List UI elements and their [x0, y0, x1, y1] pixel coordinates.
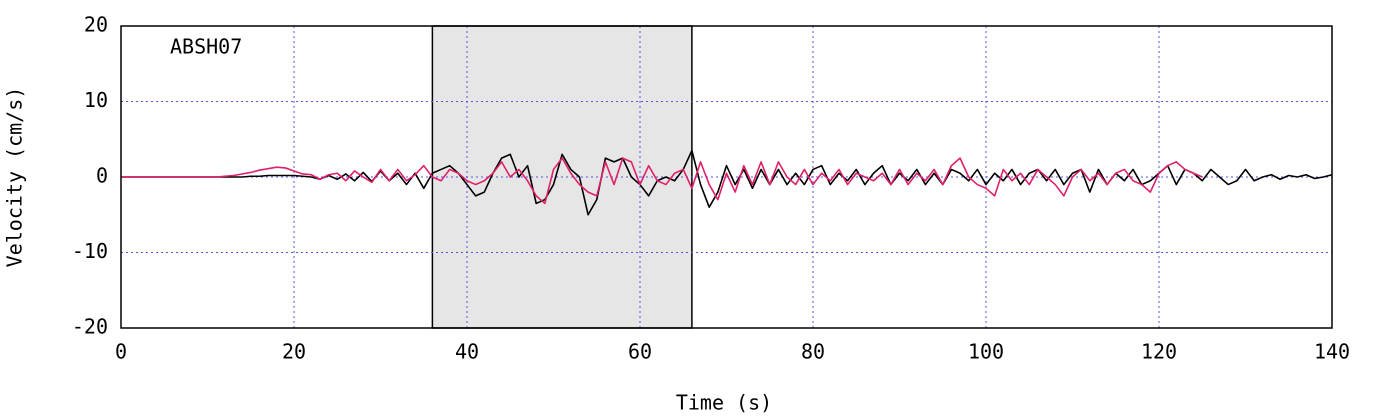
series-line	[121, 157, 1203, 205]
y-axis-label: Velocity (cm/s)	[3, 87, 27, 268]
x-tick-label: 0	[115, 340, 127, 364]
y-tick-label: 20	[84, 13, 108, 37]
line-layer	[121, 149, 1333, 216]
x-axis-label: Time (s)	[676, 391, 772, 415]
x-tick-label: 60	[628, 340, 652, 364]
x-tick-label: 40	[455, 340, 479, 364]
station-label: ABSH07	[170, 35, 242, 59]
x-tick-label: 20	[282, 340, 306, 364]
x-tick-label: 120	[1141, 340, 1177, 364]
x-tick-label: 80	[801, 340, 825, 364]
y-tick-label: -10	[72, 239, 108, 263]
x-tick-label: 100	[968, 340, 1004, 364]
series-line	[121, 149, 1333, 216]
y-tick-label: 10	[84, 88, 108, 112]
y-tick-label: -20	[72, 315, 108, 339]
y-tick-label: 0	[96, 164, 108, 188]
plot-frame	[120, 25, 1333, 329]
tick-layer: 0 20 40 60 80 100 120 140 -20 -10 0 10 20	[72, 13, 1350, 364]
x-tick-label: 140	[1314, 340, 1350, 364]
